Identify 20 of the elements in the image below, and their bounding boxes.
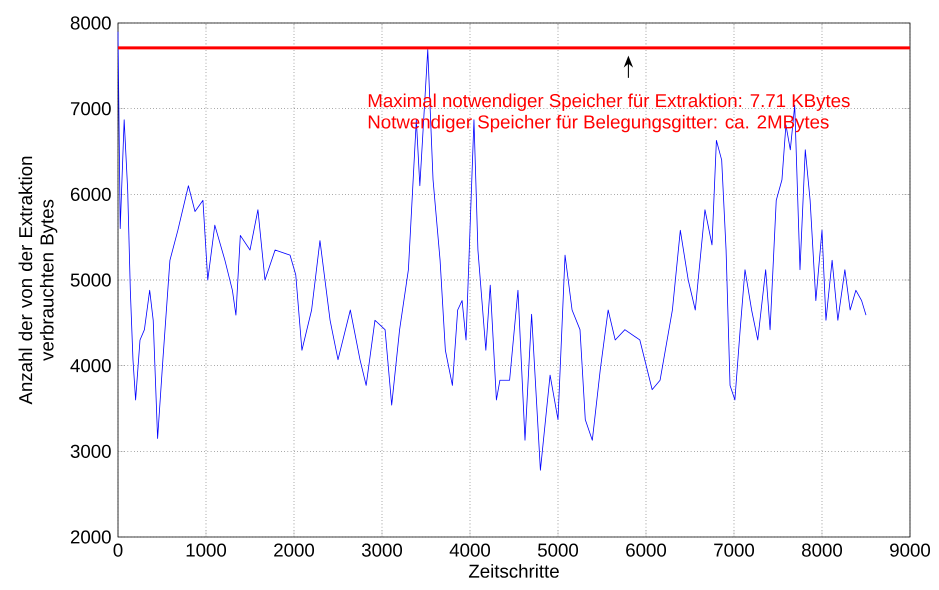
line-series (118, 31, 866, 471)
y-tick-label: 7000 (70, 102, 111, 116)
x-tick-label: 5000 (538, 543, 578, 557)
y-tick-label: 3000 (70, 444, 111, 458)
x-axis-title: Zeitschritte (468, 564, 559, 578)
x-tick-label: 1000 (186, 543, 226, 557)
y-tick-label: 8000 (70, 16, 111, 30)
y-tick-label: 4000 (70, 359, 111, 372)
x-tick-label: 3000 (362, 543, 402, 557)
x-tick-label: 9000 (890, 543, 930, 557)
x-tick-label: 7000 (714, 543, 754, 557)
x-tick-label: 4000 (450, 543, 490, 557)
y-tick-label: 6000 (70, 188, 111, 201)
x-tick-label: 0 (114, 543, 122, 557)
y-tick-label: 5000 (70, 273, 111, 287)
y-tick-label: 2000 (70, 530, 111, 544)
x-tick-label: 2000 (274, 543, 314, 557)
x-tick-label: 6000 (626, 543, 666, 557)
x-tick-label: 8000 (802, 543, 842, 557)
y-axis-title: Anzahl der von der Extraktion verbrauchten Bytes (18, 156, 58, 404)
